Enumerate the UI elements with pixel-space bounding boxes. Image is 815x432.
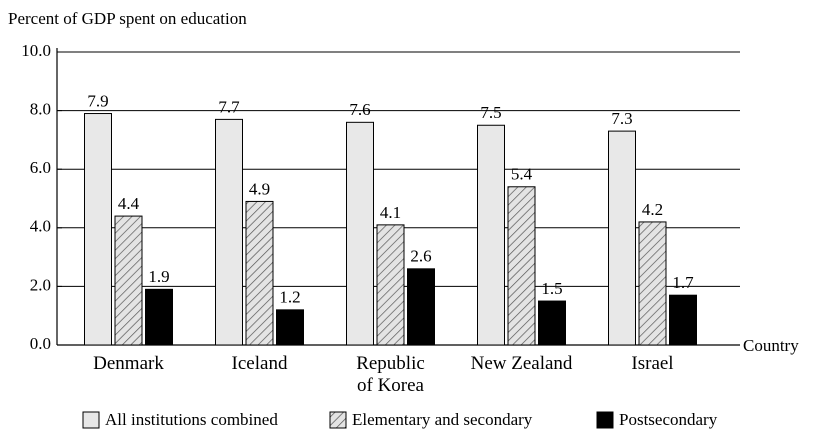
- y-tick-label: 0.0: [30, 334, 51, 353]
- bar: [477, 124, 505, 346]
- bar: [346, 121, 374, 346]
- y-axis-label: Percent of GDP spent on education: [8, 9, 247, 28]
- y-tick-label: 2.0: [30, 275, 51, 294]
- y-tick-label: 6.0: [30, 158, 51, 177]
- data-label: 1.2: [279, 288, 300, 307]
- data-label: 1.7: [672, 273, 694, 292]
- bar: [276, 309, 304, 346]
- x-tick-label: Israel: [631, 353, 674, 374]
- bar: [407, 268, 435, 346]
- legend-swatch: [329, 411, 347, 429]
- bar: [608, 130, 636, 346]
- bar: [114, 215, 143, 346]
- bar: [376, 224, 405, 346]
- legend-label: Postsecondary: [619, 410, 718, 429]
- data-label: 4.9: [249, 179, 270, 198]
- legend-label: Elementary and secondary: [352, 410, 533, 429]
- data-label: 7.5: [480, 103, 501, 122]
- y-tick-label: 10.0: [21, 41, 51, 60]
- data-label: 7.6: [349, 100, 370, 119]
- legend-swatch: [82, 411, 100, 429]
- y-tick-label: 4.0: [30, 217, 51, 236]
- data-label: 7.9: [87, 91, 108, 110]
- data-label: 4.4: [118, 194, 140, 213]
- bar: [507, 186, 536, 346]
- data-label: 7.3: [611, 109, 632, 128]
- bar: [84, 113, 112, 346]
- data-label: 1.9: [148, 267, 169, 286]
- x-tick-label: Republic of Korea: [356, 353, 425, 396]
- x-axis-label: Country: [743, 336, 799, 355]
- y-tick-label: 8.0: [30, 100, 51, 119]
- bar: [669, 294, 697, 346]
- x-tick-label: Iceland: [231, 353, 288, 374]
- data-label: 4.1: [380, 203, 401, 222]
- legend-swatch: [596, 411, 614, 429]
- bar: [145, 288, 173, 346]
- bar: [538, 300, 566, 346]
- data-label: 7.7: [218, 97, 240, 116]
- legend-label: All institutions combined: [105, 410, 278, 429]
- data-label: 5.4: [511, 165, 533, 184]
- data-label: 1.5: [541, 279, 562, 298]
- bar: [638, 221, 667, 346]
- bar: [245, 200, 274, 346]
- x-tick-label: New Zealand: [470, 353, 573, 374]
- bar: [215, 118, 243, 346]
- data-label: 4.2: [642, 200, 663, 219]
- x-tick-label: Denmark: [93, 353, 164, 374]
- data-label: 2.6: [410, 247, 431, 266]
